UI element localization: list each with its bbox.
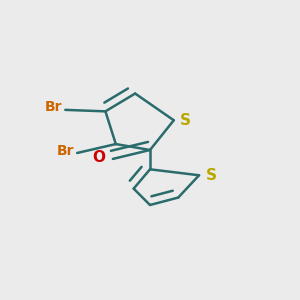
Text: Br: Br (45, 100, 62, 115)
Text: S: S (206, 168, 217, 183)
Text: Br: Br (57, 144, 74, 158)
Text: O: O (92, 150, 105, 165)
Text: S: S (180, 113, 191, 128)
